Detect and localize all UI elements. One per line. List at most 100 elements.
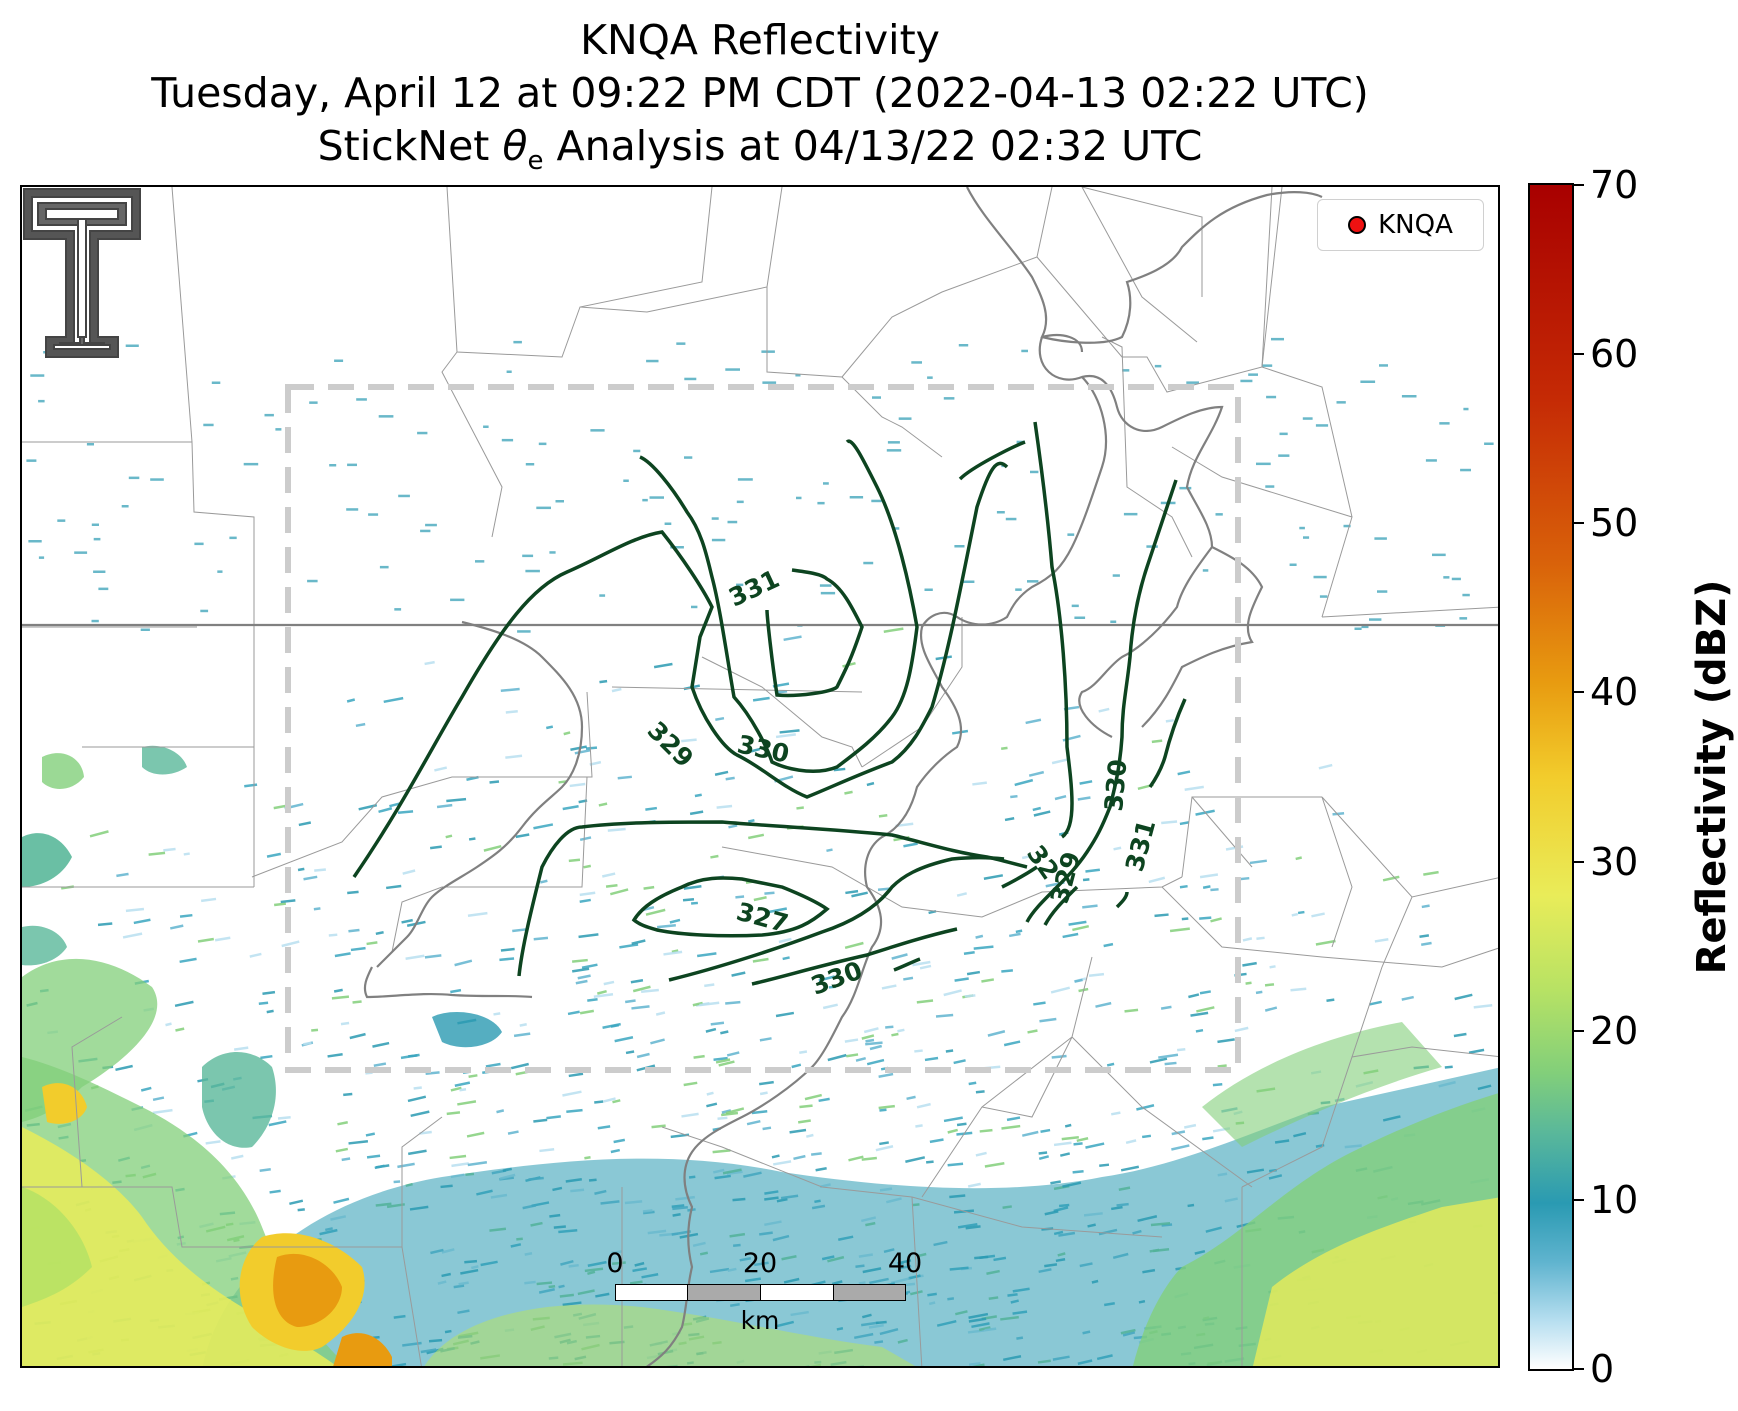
reflectivity-pixel bbox=[642, 498, 648, 502]
reflectivity-pixel bbox=[1111, 1111, 1121, 1116]
reflectivity-pixel bbox=[848, 1155, 864, 1162]
reflectivity-pixel bbox=[645, 806, 658, 811]
reflectivity-pixel bbox=[924, 588, 933, 591]
colorbar-tick-label: 20 bbox=[1590, 1008, 1639, 1053]
reflectivity-pixel bbox=[425, 1071, 440, 1075]
reflectivity-pixel bbox=[603, 1097, 616, 1103]
reflectivity-pixel bbox=[150, 478, 164, 481]
contour-label: 331 bbox=[1120, 817, 1162, 875]
reflectivity-pixel bbox=[1051, 757, 1071, 765]
reflectivity-pixel bbox=[793, 1154, 806, 1161]
reflectivity-pixel bbox=[1374, 938, 1389, 943]
reflectivity-pixel bbox=[1181, 917, 1189, 921]
colorbar-tick bbox=[1574, 1198, 1584, 1201]
reflectivity-pixel bbox=[1188, 993, 1200, 999]
reflectivity-pixel bbox=[911, 361, 922, 364]
contour-line bbox=[958, 440, 1026, 481]
title-line-1: KNQA Reflectivity bbox=[580, 16, 940, 64]
reflectivity-pixel bbox=[1021, 349, 1028, 353]
reflectivity-pixel bbox=[313, 907, 321, 911]
reflectivity-pixel bbox=[1303, 536, 1310, 539]
colorbar-tick bbox=[1574, 860, 1584, 863]
reflectivity-pixel bbox=[1266, 395, 1277, 399]
reflectivity-pixel bbox=[943, 1116, 963, 1123]
reflectivity-pixel bbox=[1423, 870, 1439, 876]
reflectivity-pixel bbox=[333, 1197, 350, 1204]
title-line-3: StickNet θe Analysis at 04/13/22 02:32 U… bbox=[20, 120, 1500, 188]
reflectivity-pixel bbox=[1148, 876, 1166, 884]
reflectivity-pixel bbox=[468, 837, 476, 841]
reflectivity-pixel bbox=[574, 749, 591, 755]
reflectivity-pixel bbox=[38, 556, 45, 559]
reflectivity-pixel bbox=[641, 988, 659, 993]
reflectivity-pixel bbox=[555, 500, 564, 503]
reflectivity-pixel bbox=[881, 984, 897, 990]
reflectivity-pixel bbox=[1050, 1180, 1061, 1185]
reflectivity-pixel bbox=[1453, 1032, 1467, 1038]
reflectivity-pixel bbox=[771, 1154, 780, 1159]
reflectivity-colorbar bbox=[1528, 183, 1574, 1371]
reflectivity-pixel bbox=[587, 998, 598, 1002]
reflectivity-pixel bbox=[885, 1025, 894, 1029]
reflectivity-pixel bbox=[1343, 524, 1351, 528]
reflectivity-pixel bbox=[903, 976, 914, 981]
reflectivity-pixel bbox=[116, 872, 129, 878]
reflectivity-pixel bbox=[599, 594, 606, 597]
reflectivity-pixel bbox=[863, 561, 874, 565]
contour-line bbox=[893, 957, 921, 972]
reflectivity-pixel bbox=[1005, 517, 1017, 521]
reflectivity-pixel bbox=[611, 687, 622, 693]
reflectivity-pixel bbox=[128, 476, 140, 480]
reflectivity-pixel bbox=[386, 884, 402, 890]
reflectivity-pixel bbox=[811, 1152, 822, 1156]
reflectivity-pixel bbox=[894, 527, 900, 530]
reflectivity-pixel bbox=[289, 1199, 304, 1206]
reflectivity-pixel bbox=[1071, 604, 1079, 608]
reflectivity-pixel bbox=[975, 934, 984, 939]
reflectivity-pixel bbox=[631, 1005, 650, 1010]
reflectivity-pixel bbox=[266, 852, 282, 858]
reflectivity-pixel bbox=[268, 1120, 287, 1127]
reflectivity-pixel bbox=[163, 847, 176, 852]
reflectivity-pixel bbox=[125, 344, 139, 347]
reflectivity-pixel bbox=[721, 1111, 739, 1117]
reflectivity-pixel bbox=[122, 932, 143, 939]
colorbar-tick-label: 60 bbox=[1590, 332, 1639, 377]
reflectivity-pixel bbox=[1003, 1040, 1021, 1047]
reflectivity-pixel bbox=[1226, 1365, 1237, 1366]
reflectivity-pixel bbox=[515, 833, 530, 839]
reflectivity-pixel bbox=[419, 1130, 432, 1135]
reflectivity-pixel bbox=[746, 1119, 761, 1126]
reflectivity-pixel bbox=[663, 950, 683, 956]
reflectivity-pixel bbox=[804, 1093, 823, 1101]
reflectivity-pixel bbox=[926, 1160, 934, 1164]
reflectivity-pixel bbox=[1202, 569, 1209, 572]
reflectivity-pixel bbox=[417, 431, 428, 435]
reflectivity-pixel bbox=[1006, 1116, 1021, 1122]
reflectivity-pixel bbox=[475, 560, 485, 563]
reflectivity-pixel bbox=[341, 1157, 351, 1162]
reflectivity-pixel bbox=[1141, 1134, 1152, 1139]
reflectivity-pixel bbox=[912, 960, 931, 967]
reflectivity-pixel bbox=[736, 583, 744, 587]
reflectivity-pixel bbox=[97, 922, 113, 927]
reflectivity-pixel bbox=[632, 985, 651, 993]
reflectivity-pixel bbox=[691, 901, 698, 905]
radar-map[interactable]: 331 330 329 330 331 327 329 32 330 KNQA bbox=[20, 185, 1500, 1368]
county-lines bbox=[22, 187, 1498, 1366]
reflectivity-pixel bbox=[280, 899, 296, 904]
reflectivity-pixel bbox=[1242, 961, 1257, 967]
reflectivity-pixel bbox=[657, 924, 676, 929]
reflectivity-pixel bbox=[768, 907, 788, 914]
reflectivity-pixel bbox=[170, 924, 184, 930]
reflectivity-pixel bbox=[1021, 854, 1033, 860]
reflectivity-pixel bbox=[358, 803, 378, 811]
reflectivity-pixel bbox=[1278, 454, 1290, 457]
reflectivity-pixel bbox=[505, 710, 518, 714]
reflectivity-pixel bbox=[651, 1124, 666, 1129]
scale-segment bbox=[687, 1284, 761, 1301]
reflectivity-pixel bbox=[735, 895, 745, 899]
reflectivity-pixel bbox=[664, 522, 672, 525]
theta-symbol: θ bbox=[502, 122, 528, 170]
reflectivity-pixel bbox=[383, 696, 404, 704]
